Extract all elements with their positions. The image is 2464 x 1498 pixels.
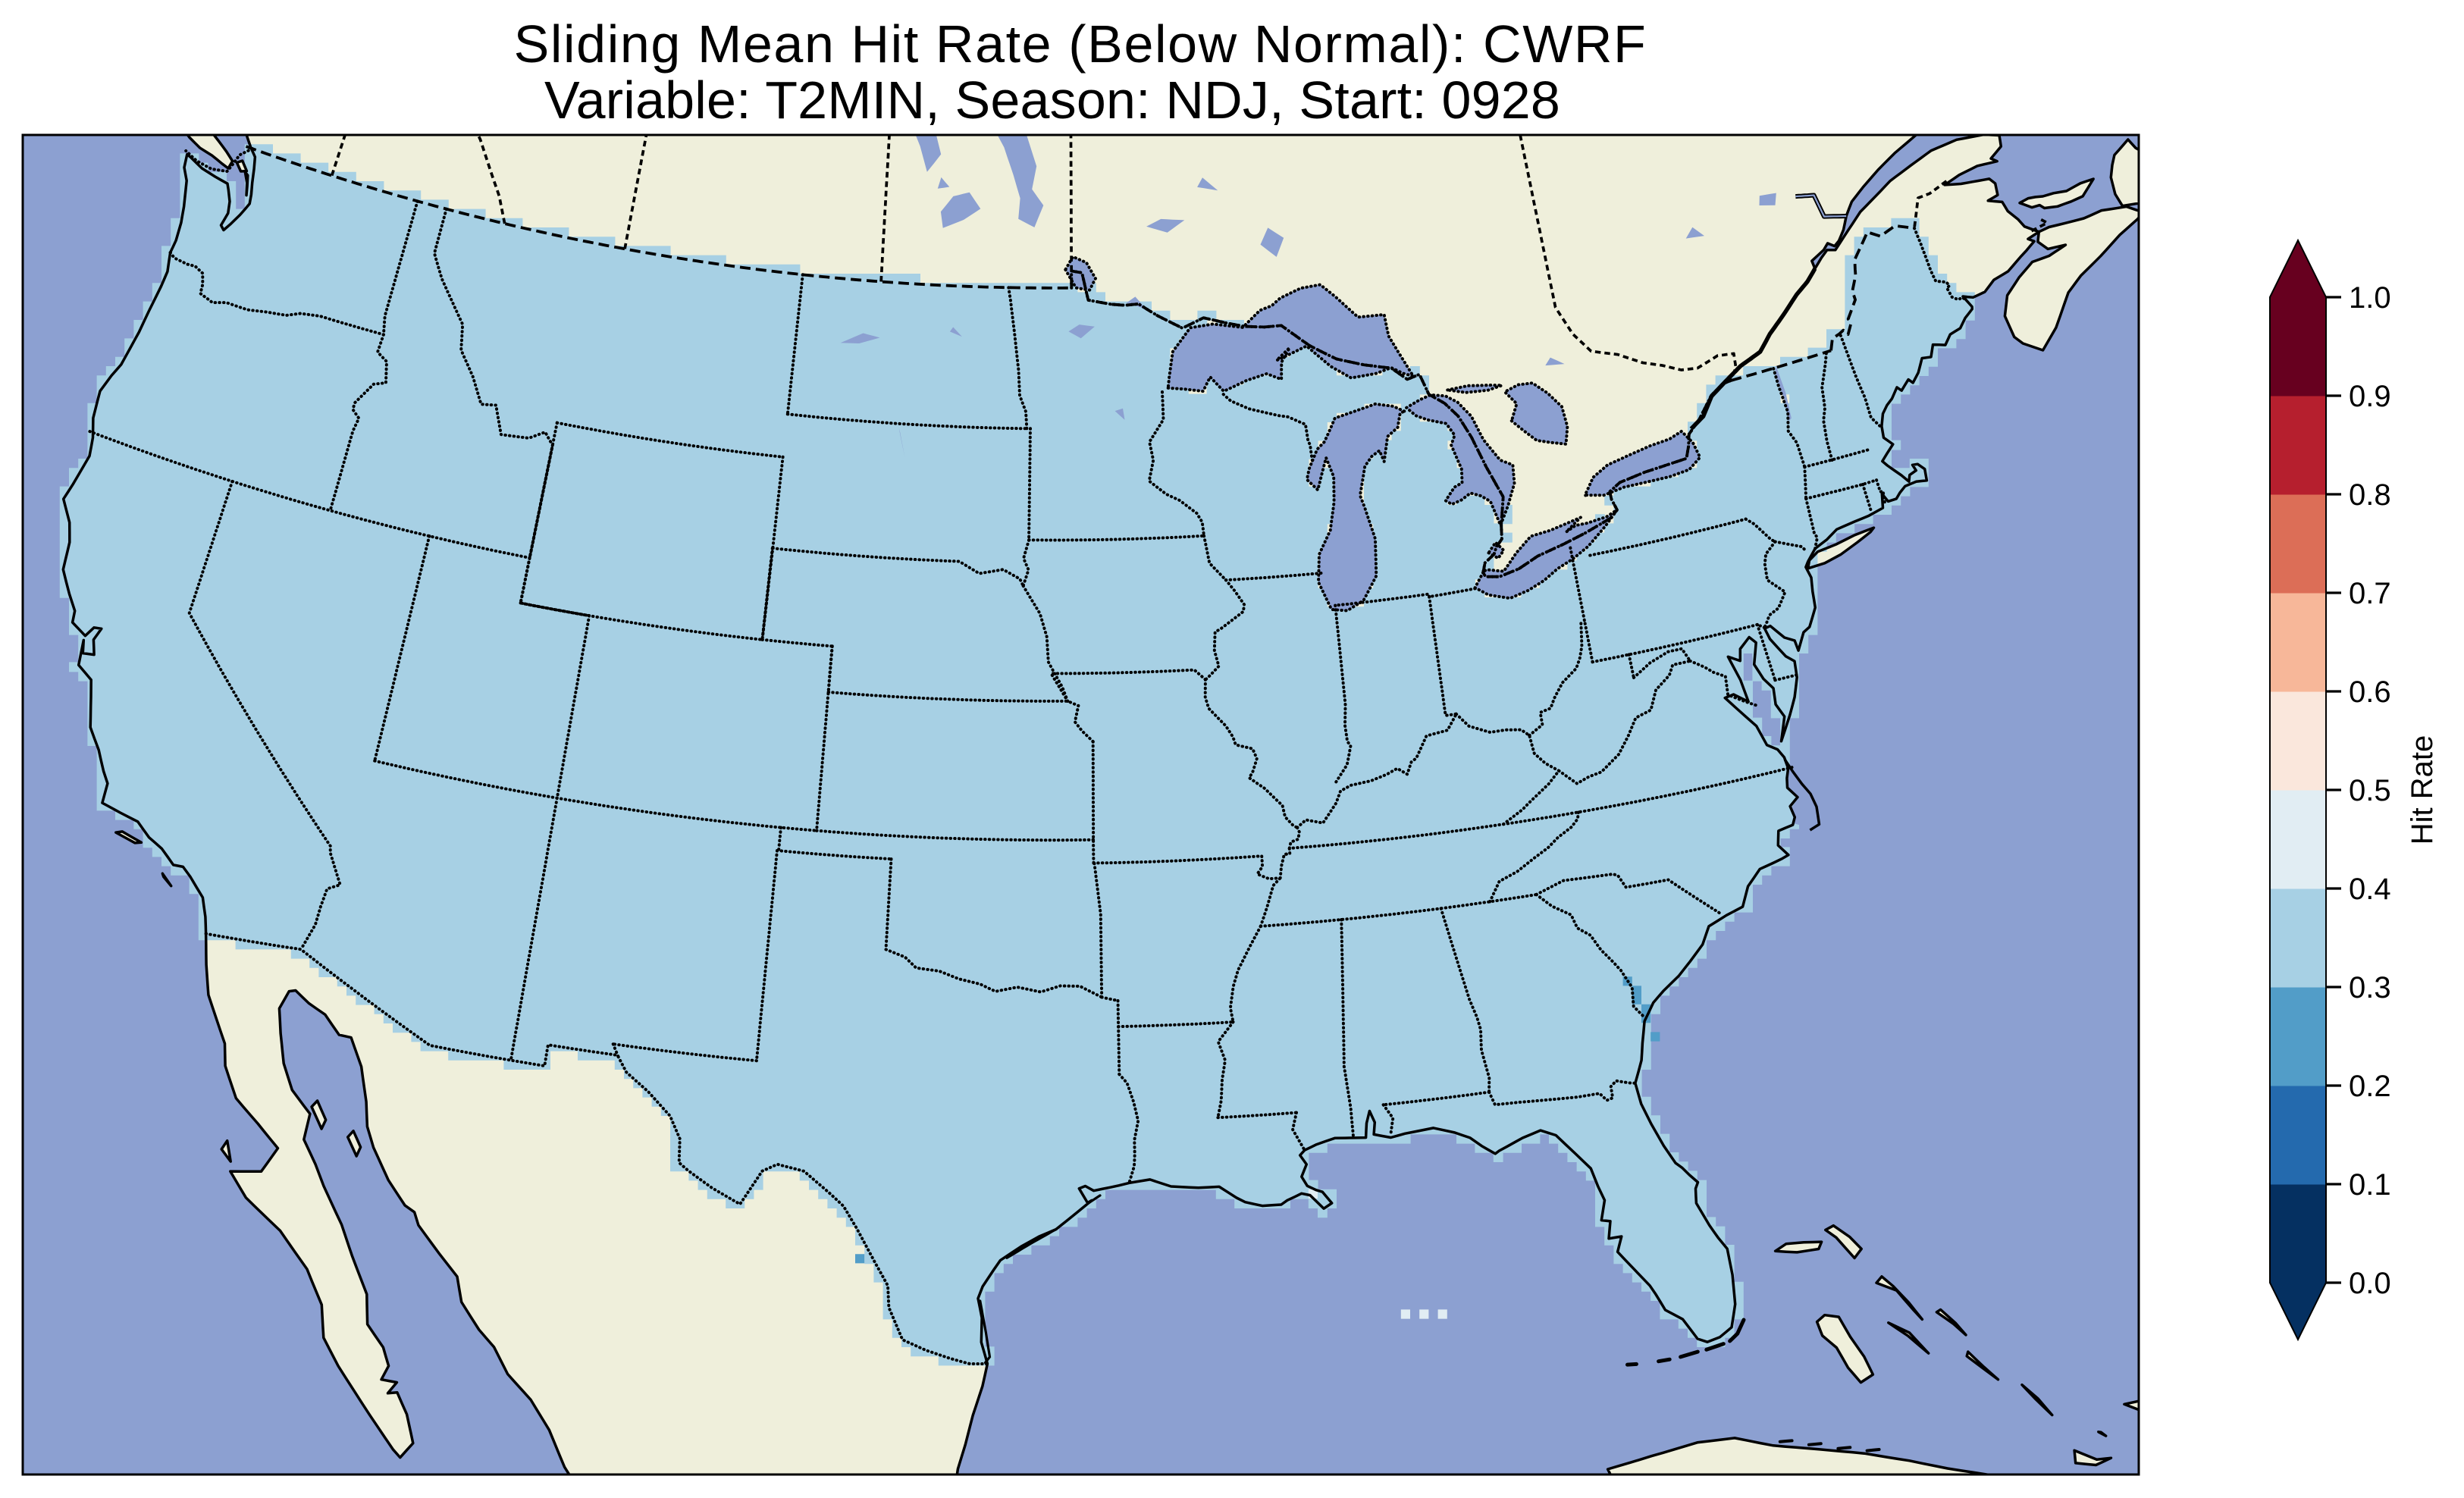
svg-text:0.5: 0.5 bbox=[2349, 774, 2391, 807]
svg-text:1.0: 1.0 bbox=[2349, 281, 2391, 315]
svg-text:0.7: 0.7 bbox=[2349, 577, 2391, 610]
svg-text:Sliding Mean Hit Rate (Below N: Sliding Mean Hit Rate (Below Normal): CW… bbox=[514, 14, 1647, 74]
svg-text:0.6: 0.6 bbox=[2349, 675, 2391, 709]
svg-text:0.8: 0.8 bbox=[2349, 478, 2391, 512]
svg-text:Variable: T2MIN, Season: NDJ,: Variable: T2MIN, Season: NDJ, Start: 092… bbox=[544, 71, 1560, 130]
svg-text:0.2: 0.2 bbox=[2349, 1070, 2391, 1103]
svg-text:0.0: 0.0 bbox=[2349, 1267, 2391, 1300]
svg-text:Hit Rate: Hit Rate bbox=[2406, 735, 2439, 845]
svg-text:0.4: 0.4 bbox=[2349, 873, 2391, 906]
svg-text:0.3: 0.3 bbox=[2349, 971, 2391, 1004]
svg-text:0.1: 0.1 bbox=[2349, 1168, 2391, 1202]
svg-text:0.9: 0.9 bbox=[2349, 380, 2391, 413]
